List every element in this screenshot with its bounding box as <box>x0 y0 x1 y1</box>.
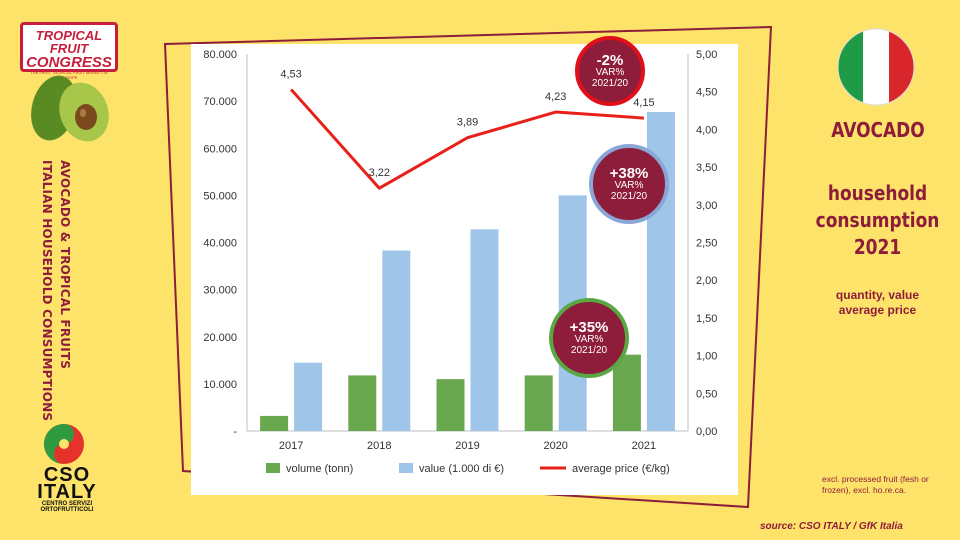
y-right-tick-label: 1,00 <box>696 351 717 363</box>
y-right-tick-label: 3,50 <box>696 162 717 174</box>
x-tick-label: 2018 <box>367 440 391 452</box>
y-right-tick-label: 5,00 <box>696 49 717 61</box>
y-right-tick-label: 4,50 <box>696 87 717 99</box>
side-title-line2: ITALIAN HOUSEHOLD CONSUMPTIONS <box>40 160 54 422</box>
price-data-label: 4,23 <box>545 91 566 103</box>
value-bar <box>382 250 411 431</box>
value-bar <box>294 362 323 431</box>
cso-italy-logo: CSO ITALY CENTRO SERVIZI ORTOFRUTTICOLI <box>37 464 97 513</box>
y-left-tick-label: 50.000 <box>203 190 237 202</box>
price-line <box>289 88 645 190</box>
legend-swatch <box>266 463 280 473</box>
y-left-tick-label: 40.000 <box>203 238 237 250</box>
y-right-tick-label: 0,00 <box>696 426 717 438</box>
y-left-tick-label: 20.000 <box>203 332 237 344</box>
price-data-label: 3,22 <box>369 167 390 179</box>
legend-label: value (1.000 di €) <box>419 463 504 475</box>
volume-bar <box>436 379 465 431</box>
source-note: source: CSO ITALY / GfK Italia <box>760 521 903 532</box>
italy-flag-icon <box>837 28 915 106</box>
volume-bar <box>348 375 377 431</box>
subtitle: quantity, value average price <box>835 288 920 317</box>
price-data-label: 4,15 <box>633 97 654 109</box>
y-left-tick-label: 30.000 <box>203 285 237 297</box>
chart-panel: - 10.000 20.000 30.000 40.000 50.000 60.000 70.… <box>191 36 738 495</box>
x-tick-label: 2021 <box>632 440 656 452</box>
footnote: excl. processed fruit (fesh or frozen), … <box>822 474 929 495</box>
y-right-tick-label: 2,50 <box>696 238 717 250</box>
legend-label: volume (tonn) <box>286 463 353 475</box>
x-tick-label: 2019 <box>455 440 479 452</box>
y-left-tick-label: 60.000 <box>203 143 237 155</box>
page-title: household consumption 2021 <box>815 181 940 259</box>
y-right-tick-label: 0,50 <box>696 388 717 400</box>
badge-volume-variation: +35% VAR% 2021/20 <box>549 298 629 378</box>
price-data-label: 3,89 <box>457 117 478 129</box>
y-left-tick-label: 70.000 <box>203 96 237 108</box>
volume-bar <box>612 354 641 431</box>
cso-italy-logo-icon <box>44 424 84 464</box>
y-left-tick-label: 80.000 <box>203 49 237 61</box>
tropical-fruit-congress-logo: TROPICAL FRUIT CONGRESS THE FIRST TROPIC… <box>20 22 118 80</box>
y-right-tick-label: 4,00 <box>696 124 717 136</box>
x-tick-label: 2017 <box>279 440 303 452</box>
y-right-tick-label: 2,00 <box>696 275 717 287</box>
y-right-tick-label: 1,50 <box>696 313 717 325</box>
badge-value-variation: +38% VAR% 2021/20 <box>589 144 669 224</box>
y-right-tick-label: 3,00 <box>696 200 717 212</box>
badge-price-variation: -2% VAR% 2021/20 <box>575 36 645 106</box>
value-bar <box>470 229 499 431</box>
side-title-line1: AVOCADO & TROPICAL FRUITS <box>58 160 72 370</box>
price-data-label: 4,53 <box>280 68 301 80</box>
volume-bar <box>524 375 553 431</box>
y-left-tick-label: - <box>233 426 237 438</box>
y-left-tick-label: 10.000 <box>203 379 237 391</box>
legend-label: average price (€/kg) <box>572 463 670 475</box>
volume-bar <box>260 415 289 431</box>
product-title: AVOCADO <box>831 118 925 142</box>
avocado-icon <box>31 75 109 142</box>
combo-chart: - 10.000 20.000 30.000 40.000 50.000 60.000 70.… <box>203 49 717 475</box>
legend-swatch <box>399 463 413 473</box>
x-tick-label: 2020 <box>543 440 567 452</box>
